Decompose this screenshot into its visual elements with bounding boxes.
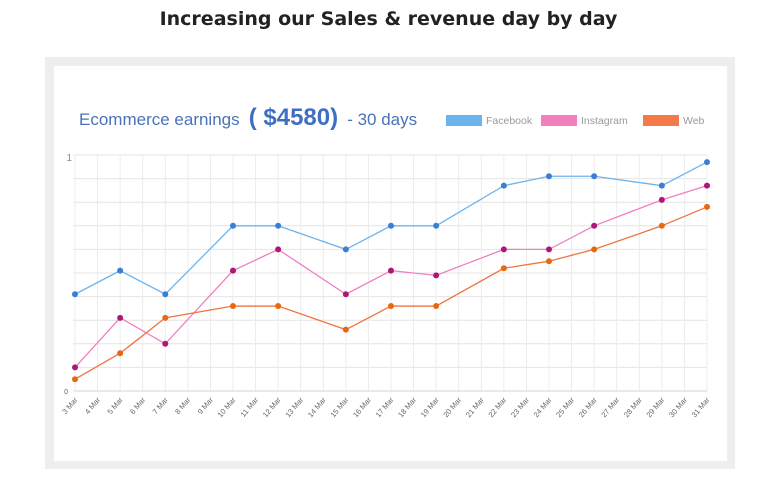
legend-swatch-instagram (541, 115, 577, 126)
data-point-web (117, 350, 124, 357)
data-point-facebook (275, 222, 282, 229)
data-point-web (704, 203, 710, 210)
data-point-facebook (500, 182, 507, 189)
x-tick-label: 24 Mar (532, 395, 554, 419)
chart-grid: 01 (64, 153, 708, 396)
chart-legend: Facebook Instagram Web (446, 115, 705, 127)
x-tick-label: 6 Mar (128, 395, 148, 416)
x-tick-label: 19 Mar (419, 395, 441, 419)
data-point-instagram (433, 272, 440, 279)
data-point-instagram (117, 314, 124, 321)
data-point-web (388, 303, 394, 310)
page-headline: Increasing our Sales & revenue day by da… (159, 8, 618, 30)
chart-title-prefix: Ecommerce earnings (79, 110, 240, 129)
y-tick-label: 0 (64, 389, 68, 396)
data-point-web (591, 246, 598, 253)
x-tick-label: 20 Mar (441, 395, 463, 419)
x-tick-label: 7 Mar (151, 395, 171, 416)
x-tick-label: 14 Mar (306, 395, 328, 419)
x-tick-label: 27 Mar (599, 395, 621, 419)
data-point-web (72, 376, 78, 383)
data-point-web (546, 258, 552, 265)
data-point-instagram (230, 267, 236, 274)
y-tick-label: 1 (66, 153, 72, 164)
x-tick-label: 29 Mar (644, 395, 666, 419)
x-tick-label: 5 Mar (105, 395, 125, 416)
x-tick-label: 12 Mar (261, 395, 283, 419)
data-point-facebook (658, 182, 665, 189)
x-tick-label: 3 Mar (60, 395, 80, 416)
data-point-instagram (500, 246, 507, 253)
x-tick-label: 31 Mar (690, 395, 712, 419)
data-point-facebook (72, 291, 78, 298)
data-point-facebook (230, 222, 236, 229)
x-tick-label: 15 Mar (328, 395, 350, 419)
data-point-web (230, 303, 236, 310)
x-tick-label: 13 Mar (283, 395, 305, 419)
chart-plot-area (72, 159, 710, 383)
legend-label-web: Web (683, 115, 705, 127)
chart-title-amount: ( $4580) (249, 104, 338, 131)
x-tick-label: 16 Mar (351, 395, 373, 419)
data-point-instagram (546, 246, 552, 253)
legend-swatch-facebook (446, 115, 482, 126)
data-point-web (162, 314, 169, 321)
data-point-instagram (658, 196, 665, 203)
x-tick-label: 30 Mar (667, 395, 689, 419)
chart-title: Ecommerce earnings ( $4580) - 30 days (79, 104, 417, 131)
data-point-web (275, 303, 282, 310)
x-tick-label: 26 Mar (577, 395, 599, 419)
x-tick-label: 8 Mar (173, 395, 193, 416)
data-point-web (658, 222, 665, 229)
data-point-instagram (704, 182, 710, 189)
legend-label-instagram: Instagram (581, 115, 628, 127)
legend-label-facebook: Facebook (486, 115, 533, 127)
x-tick-label: 21 Mar (464, 395, 486, 419)
data-point-web (500, 265, 507, 272)
data-point-instagram (388, 267, 394, 274)
x-tick-label: 10 Mar (216, 395, 238, 419)
data-point-instagram (342, 291, 349, 298)
data-point-instagram (162, 340, 169, 347)
data-point-facebook (591, 173, 598, 180)
x-tick-label: 4 Mar (83, 395, 103, 416)
data-point-web (342, 326, 349, 333)
data-point-facebook (704, 159, 710, 166)
legend-swatch-web (643, 115, 679, 126)
x-tick-label: 18 Mar (396, 395, 418, 419)
data-point-facebook (117, 267, 124, 274)
x-tick-label: 25 Mar (554, 395, 576, 419)
x-tick-label: 22 Mar (486, 395, 508, 419)
data-point-instagram (275, 246, 282, 253)
data-point-facebook (162, 291, 169, 298)
x-axis-ticks: 3 Mar 4 Mar 5 Mar 6 Mar 7 Mar 8 Mar 9 Mar 10 Ma… (60, 395, 712, 419)
data-point-facebook (388, 222, 394, 229)
x-tick-label: 17 Mar (374, 395, 396, 419)
data-point-facebook (546, 173, 552, 180)
data-point-facebook (342, 246, 349, 253)
x-tick-label: 28 Mar (622, 395, 644, 419)
chart-title-suffix: - 30 days (347, 110, 417, 129)
data-point-instagram (591, 222, 598, 229)
x-tick-label: 9 Mar (196, 395, 216, 416)
data-point-web (433, 303, 440, 310)
data-point-instagram (72, 364, 78, 371)
data-point-facebook (433, 222, 440, 229)
x-tick-label: 23 Mar (509, 395, 531, 419)
x-tick-label: 11 Mar (239, 395, 261, 419)
